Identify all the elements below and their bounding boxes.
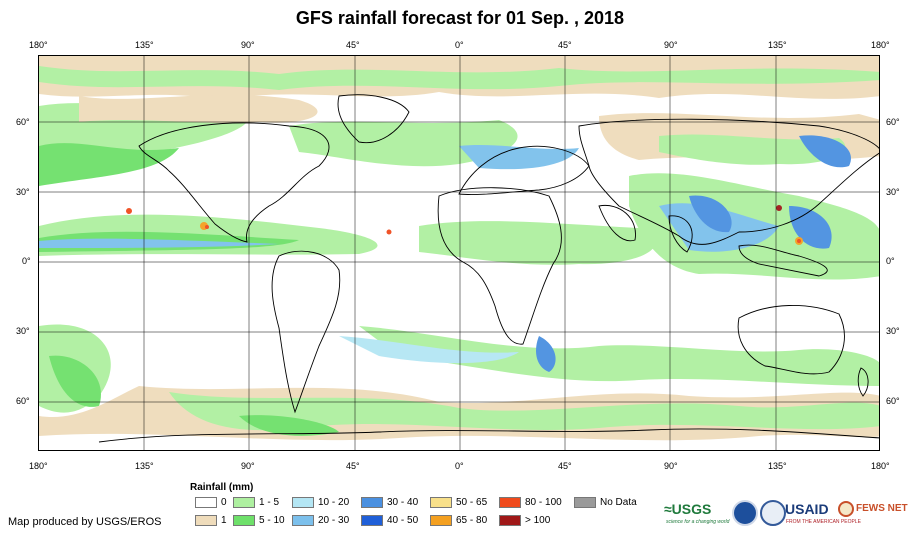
lon-tick-top: 180°	[871, 40, 890, 50]
lat-tick-right: 30°	[886, 326, 900, 336]
continent-outlines	[98, 94, 879, 443]
lat-tick-right: 60°	[886, 117, 900, 127]
legend-swatch	[574, 497, 596, 508]
legend-label: 80 - 100	[525, 497, 562, 508]
legend-swatch	[430, 515, 452, 526]
lon-tick-bottom: 45°	[558, 461, 572, 471]
rainfall-map	[38, 55, 880, 451]
lat-tick-left: 60°	[16, 117, 30, 127]
legend-label: 5 - 10	[259, 515, 285, 526]
legend-label: 50 - 65	[456, 497, 488, 508]
legend-label: 0	[221, 497, 227, 508]
lon-tick-bottom: 135°	[768, 461, 787, 471]
fewsnet-globe-icon	[838, 501, 854, 517]
map-title: GFS rainfall forecast for 01 Sep. , 2018	[295, 8, 625, 28]
legend-label: > 100	[525, 515, 551, 526]
legend-swatch	[499, 497, 521, 508]
lon-tick-bottom: 180°	[29, 461, 48, 471]
lon-tick-top: 135°	[135, 40, 154, 50]
legend-label: 40 - 50	[387, 515, 419, 526]
legend-swatch	[499, 515, 521, 526]
legend-swatch	[361, 515, 383, 526]
legend-label: 20 - 30	[318, 515, 350, 526]
noaa-logo-icon	[732, 500, 758, 526]
lat-tick-right: 60°	[886, 396, 900, 406]
usgs-logo-text: ≈USGS	[664, 501, 712, 517]
usaid-logo-text: USAID	[785, 501, 829, 517]
legend-label: 10 - 20	[318, 497, 350, 508]
lat-tick-left: 0°	[22, 256, 31, 266]
lat-tick-left: 30°	[16, 326, 30, 336]
legend-swatch	[292, 497, 314, 508]
lon-tick-bottom: 90°	[664, 461, 678, 471]
rainfall-map-graphic	[39, 56, 879, 450]
lon-tick-top: 135°	[768, 40, 787, 50]
legend-label: 1	[221, 515, 227, 526]
lon-tick-top: 180°	[29, 40, 48, 50]
lat-tick-right: 30°	[886, 187, 900, 197]
lat-tick-left: 30°	[16, 187, 30, 197]
fewsnet-logo-text: FEWS NET	[856, 503, 908, 514]
usgs-tagline: science for a changing world	[666, 519, 730, 525]
legend-label: 30 - 40	[387, 497, 419, 508]
lat-tick-left: 60°	[16, 396, 30, 406]
legend-swatch	[195, 497, 217, 508]
legend-label: 1 - 5	[259, 497, 280, 508]
lat-tick-right: 0°	[886, 256, 895, 266]
legend-swatch	[233, 497, 255, 508]
legend-label: 65 - 80	[456, 515, 488, 526]
lon-tick-top: 45°	[558, 40, 572, 50]
lon-tick-bottom: 0°	[455, 461, 464, 471]
lon-tick-top: 45°	[346, 40, 360, 50]
legend-swatch	[361, 497, 383, 508]
map-credit: Map produced by USGS/EROS	[8, 516, 162, 528]
lon-tick-top: 90°	[241, 40, 255, 50]
lon-tick-top: 0°	[455, 40, 464, 50]
legend-swatch	[292, 515, 314, 526]
dhs-seal-icon	[760, 500, 786, 526]
lon-tick-bottom: 180°	[871, 461, 890, 471]
legend-swatch	[195, 515, 217, 526]
legend-swatch	[430, 497, 452, 508]
legend-label: No Data	[600, 497, 637, 508]
lon-tick-bottom: 45°	[346, 461, 360, 471]
lon-tick-top: 90°	[664, 40, 678, 50]
legend-swatch	[233, 515, 255, 526]
lon-tick-bottom: 90°	[241, 461, 255, 471]
rainfall-shading	[39, 56, 879, 450]
legend-title: Rainfall (mm)	[190, 482, 254, 493]
usaid-tagline: FROM THE AMERICAN PEOPLE	[786, 519, 861, 525]
lon-tick-bottom: 135°	[135, 461, 154, 471]
